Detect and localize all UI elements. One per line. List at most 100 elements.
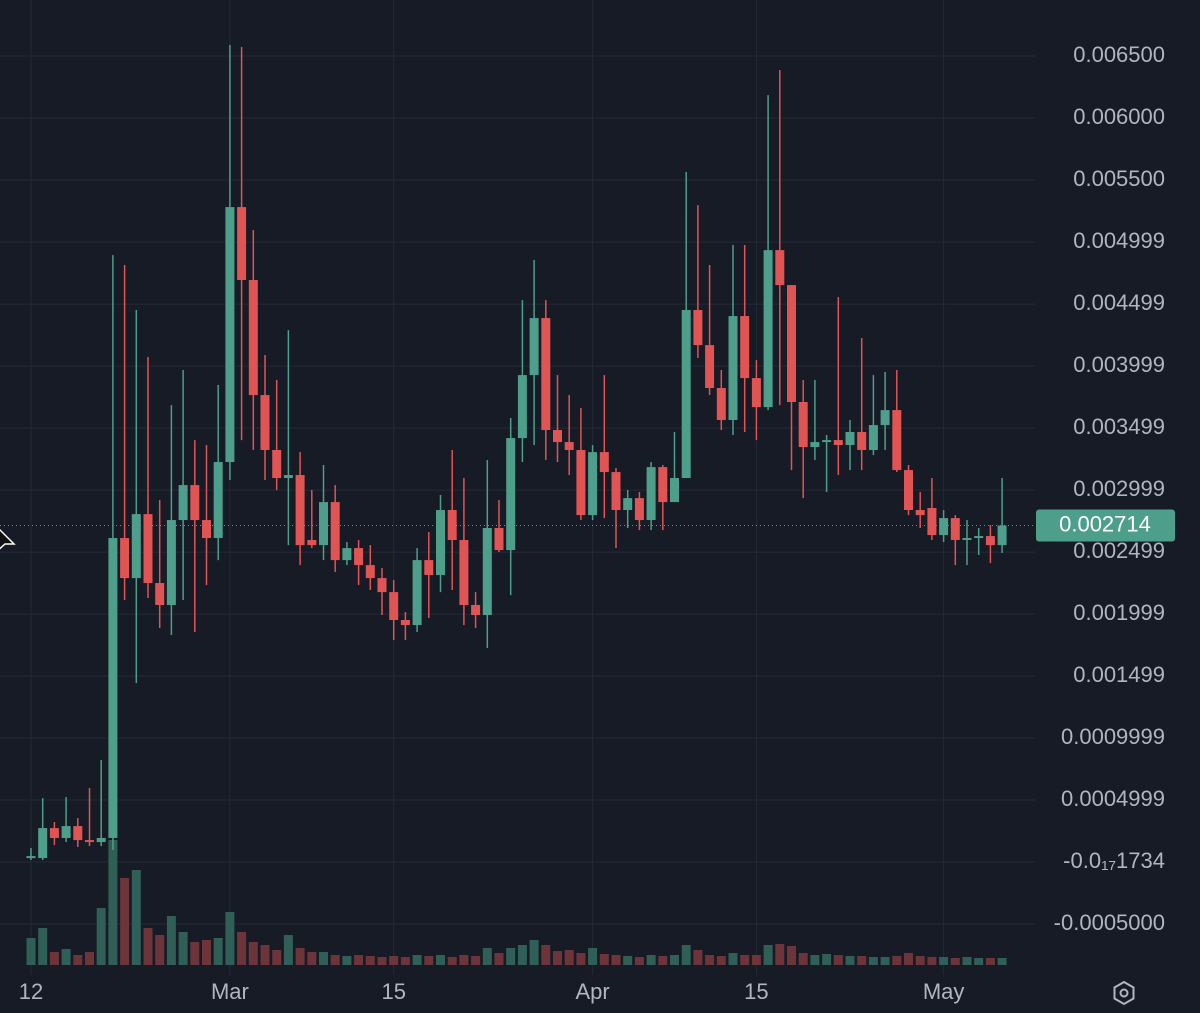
candle-body bbox=[307, 540, 317, 546]
candle-body bbox=[49, 828, 59, 838]
volume-bar bbox=[412, 955, 422, 965]
volume-bar bbox=[845, 956, 855, 965]
volume-bar bbox=[424, 956, 434, 965]
candle-body bbox=[283, 475, 293, 479]
last-price-box bbox=[1036, 509, 1175, 542]
x-tick-label: 15 bbox=[744, 979, 768, 1004]
candle-body bbox=[576, 449, 586, 516]
volume-bar bbox=[728, 953, 738, 965]
candle-body bbox=[915, 510, 925, 516]
volume-bar bbox=[576, 953, 586, 965]
candle-body bbox=[681, 309, 691, 479]
volume-bar bbox=[693, 950, 703, 965]
volume-bar bbox=[377, 957, 387, 965]
volume-bar bbox=[202, 940, 211, 965]
candle-body bbox=[412, 560, 422, 626]
volume-bar bbox=[541, 945, 551, 965]
candle-body bbox=[939, 518, 949, 536]
volume-bar bbox=[997, 958, 1007, 965]
volume-bar bbox=[553, 951, 562, 965]
candle-body bbox=[588, 452, 598, 516]
candle-body bbox=[424, 560, 434, 575]
volume-bar bbox=[634, 957, 644, 965]
candle-body bbox=[857, 432, 867, 450]
volume-bar bbox=[646, 955, 656, 965]
candle-body bbox=[529, 318, 539, 376]
candle-body bbox=[646, 467, 656, 521]
candle-body bbox=[237, 207, 247, 280]
volume-bar bbox=[564, 950, 574, 965]
volume-bar bbox=[73, 955, 83, 965]
volume-bar bbox=[295, 948, 305, 965]
volume-bar bbox=[798, 953, 808, 965]
y-tick-label: 0.006500 bbox=[1073, 42, 1165, 67]
volume-bar bbox=[974, 958, 984, 965]
x-tick-label: Mar bbox=[211, 979, 249, 1004]
candle-body bbox=[787, 285, 796, 403]
candle-body bbox=[670, 478, 679, 503]
candle-body bbox=[272, 449, 282, 479]
last-price-label: 0.002714 bbox=[1059, 511, 1151, 536]
volume-bar bbox=[763, 945, 773, 965]
candle-body bbox=[295, 475, 305, 546]
volume-bar bbox=[143, 928, 153, 965]
settings-icon[interactable] bbox=[1113, 980, 1135, 1006]
candle-body bbox=[436, 510, 445, 575]
volume-bar bbox=[611, 955, 621, 965]
candle-body bbox=[342, 548, 352, 561]
volume-bar bbox=[342, 956, 352, 965]
y-tick-label: 0.0009999 bbox=[1061, 724, 1165, 749]
volume-bar bbox=[716, 956, 726, 965]
candle-body bbox=[798, 402, 808, 448]
volume-bar bbox=[833, 955, 843, 965]
volume-bar bbox=[810, 955, 820, 965]
volume-bar bbox=[38, 928, 48, 965]
candle-body bbox=[564, 442, 574, 450]
candle-body bbox=[927, 508, 937, 536]
volume-bar bbox=[822, 954, 832, 965]
candle-body bbox=[73, 826, 83, 841]
volume-bar bbox=[225, 912, 235, 965]
candle-body bbox=[389, 592, 399, 620]
candle-body bbox=[868, 425, 878, 450]
volume-bar bbox=[740, 955, 750, 965]
candle-body bbox=[143, 514, 153, 584]
mouse-cursor bbox=[0, 528, 16, 550]
candle-body bbox=[541, 318, 551, 431]
volume-bar bbox=[775, 944, 785, 965]
volume-bar bbox=[985, 958, 995, 965]
volume-bar bbox=[868, 957, 878, 965]
candle-body bbox=[763, 250, 773, 408]
candle-body bbox=[517, 375, 527, 439]
volume-bar bbox=[260, 945, 270, 965]
candle-body bbox=[705, 345, 715, 388]
volume-bar bbox=[436, 955, 445, 965]
candle-body bbox=[997, 525, 1007, 546]
volume-bar bbox=[155, 935, 165, 965]
candle-body bbox=[845, 432, 855, 446]
y-tick-label: -0.0005000 bbox=[1054, 910, 1165, 935]
volume-bar bbox=[96, 908, 106, 965]
volume-bar bbox=[178, 932, 188, 965]
candle-body bbox=[131, 514, 141, 579]
candle-body bbox=[213, 462, 223, 539]
candle-body bbox=[166, 520, 176, 605]
volume-bar bbox=[751, 955, 761, 965]
candle-body bbox=[892, 410, 902, 471]
volume-bar bbox=[623, 956, 633, 965]
volume-bar bbox=[939, 957, 949, 965]
volume-bar bbox=[389, 956, 399, 965]
volume-bar bbox=[120, 878, 130, 965]
y-tick-label: 0.001499 bbox=[1073, 662, 1165, 687]
candle-body bbox=[85, 840, 94, 843]
volume-bar bbox=[459, 955, 469, 965]
candle-body bbox=[459, 540, 469, 605]
volume-bar bbox=[213, 938, 223, 965]
volume-bar bbox=[330, 955, 340, 965]
volume-bar bbox=[49, 952, 59, 965]
volume-bar bbox=[131, 870, 141, 965]
settings-dot bbox=[1119, 988, 1129, 998]
volume-bar bbox=[61, 949, 71, 965]
